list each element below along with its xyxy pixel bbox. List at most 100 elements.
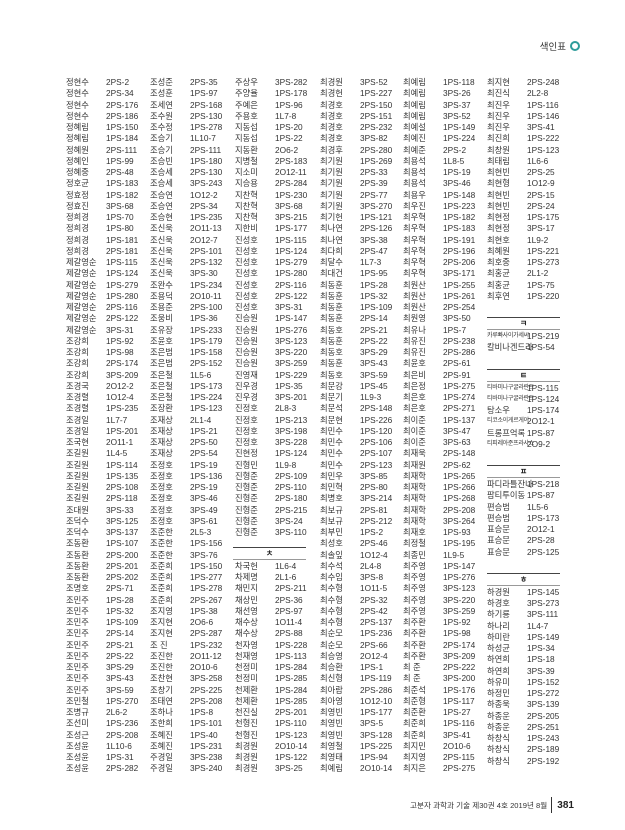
abstract-code: 2PS-284 (275, 178, 308, 189)
index-entry: 최솔잎 1O12-4 (320, 550, 404, 561)
abstract-code: 2O12-1 (527, 524, 555, 534)
author-name: 팜티투이동 (487, 490, 526, 501)
index-entry: 최순모 1PS-236 (320, 628, 404, 639)
abstract-code: 2PS-106 (360, 437, 393, 447)
author-name: 최예준 (403, 144, 426, 155)
abstract-code: 2PS-14 (360, 313, 388, 324)
index-entry: 조민주 3PS-43 (66, 673, 150, 684)
author-name: 조혜진 (150, 740, 173, 751)
index-entry: 진승원 3PS-123 (235, 336, 319, 347)
index-entry: 최수형 1O11-5 (320, 583, 404, 594)
abstract-code: 2PS-208 (443, 504, 476, 515)
abstract-code: 2O12-4 (360, 650, 388, 661)
abstract-code: 2O9-2 (527, 438, 551, 449)
abstract-code: 3PS-39 (527, 665, 555, 676)
author-name: 최영빈 (320, 707, 343, 717)
index-entry: 최재호 1PS-93 (403, 527, 487, 538)
author-name: 조강희 (66, 347, 89, 357)
abstract-code: 1L6-6 (527, 155, 549, 166)
index-entry: 최유나 1PS-7 (403, 325, 487, 336)
abstract-code: 2PS-271 (443, 403, 476, 414)
index-entry: 차국헌 1L6-4 (235, 561, 319, 572)
index-entry: 최나연 3PS-38 (320, 235, 404, 246)
abstract-code: 1PS-113 (275, 650, 307, 661)
author-name: 최주영 (403, 594, 426, 605)
author-name: 최보규 (320, 515, 343, 526)
abstract-code: 2PS-176 (106, 99, 139, 110)
abstract-code: 3PS-46 (190, 493, 218, 504)
index-entry: 최 준 2PS-222 (403, 662, 487, 673)
author-name: 최용석 (403, 178, 426, 189)
abstract-code: 2PS-275 (443, 763, 476, 774)
author-name: 조민주 (66, 673, 89, 684)
abstract-code: 2PS-25 (527, 167, 555, 177)
abstract-code: 3PS-41 (527, 122, 555, 132)
index-entry: 정효정 1PS-182 (66, 190, 150, 201)
author-name: 최나연 (320, 223, 343, 234)
index-entry: 티피레아준프라사스 2O9-2 (487, 439, 571, 450)
author-name: 최경원 (235, 740, 258, 751)
author-name: 조성윤 (66, 740, 89, 751)
author-name: 최현빈 (487, 200, 510, 211)
author-name: 최기헌 (320, 212, 343, 222)
abstract-code: 2PS-122 (275, 290, 308, 301)
index-entry: 최주영 1PS-276 (403, 572, 487, 583)
abstract-code: 1PS-174 (527, 405, 560, 415)
index-entry: 최재학 3PS-264 (403, 516, 487, 527)
author-name: 진영재 (235, 369, 258, 380)
index-entry: 최원산 1PS-261 (403, 291, 487, 302)
abstract-code: 1PS-119 (360, 673, 392, 684)
index-entry: 조진한 2O10-6 (150, 662, 234, 673)
author-name: 천진실 (235, 707, 258, 717)
author-name: 최동호 (320, 324, 343, 335)
author-name: 탕소우 (487, 405, 510, 415)
abstract-code: 1PS-280 (106, 290, 139, 301)
index-entry: 조은철 1L5-6 (150, 370, 234, 381)
author-name: 최보규 (320, 504, 343, 515)
index-entry: 최주환 3PS-209 (403, 651, 487, 662)
abstract-code: 1PS-219 (527, 331, 560, 341)
author-name: 하창식 (487, 733, 510, 743)
index-entry: 최준희 3PS-41 (403, 730, 487, 741)
index-entry: 조민주 1PS-28 (66, 595, 150, 606)
author-name: 조은철 (150, 369, 173, 380)
index-entry: 조수정 1PS-278 (150, 122, 234, 133)
page-number: 381 (557, 799, 574, 811)
abstract-code: 3PS-52 (443, 110, 471, 121)
author-name: 최경후 (320, 144, 343, 155)
abstract-code: 2L1-2 (527, 268, 549, 279)
index-entry: 조경국 2O12-2 (66, 381, 150, 392)
index-entry: 편승범 1L5-6 (487, 502, 571, 513)
index-entry: 최지민 2O10-6 (403, 741, 487, 752)
index-entry: 조재상 2PS-50 (150, 437, 234, 448)
index-entry: 조신욱 2O12-7 (150, 235, 234, 246)
author-name: 최호중 (487, 257, 510, 267)
index-entry: 최기원 1PS-269 (320, 156, 404, 167)
author-name: 조경일 (66, 414, 89, 425)
index-entry: 지찬혁 3PS-215 (235, 212, 319, 223)
index-entry: 천정미 1PS-284 (235, 662, 319, 673)
author-name: 조승세 (150, 167, 173, 177)
author-name: 조경렬 (66, 403, 89, 414)
author-name: 최현정 (487, 212, 510, 222)
index-entry: 최재원 2PS-62 (403, 460, 487, 471)
abstract-code: 3PS-52 (360, 77, 388, 87)
index-entry: 조혜진 1PS-40 (150, 730, 234, 741)
author-name: 최원영 (403, 313, 426, 324)
abstract-code: 1PS-277 (190, 572, 223, 582)
author-name: 조승빈 (150, 155, 173, 166)
index-entry: 최은호 1PS-274 (403, 392, 487, 403)
author-name: 최문강 (320, 380, 343, 391)
author-name: 최유진 (403, 335, 426, 346)
index-entry: 최대건 1PS-95 (320, 268, 404, 279)
author-name: 채수상 (235, 617, 258, 627)
abstract-code: 1PS-54 (527, 342, 555, 353)
index-entry: 최예림 3PS-26 (403, 88, 487, 99)
abstract-code: 1PS-276 (275, 324, 308, 335)
author-name: 천정미 (235, 662, 258, 672)
index-entry: 최달수 1L7-3 (320, 257, 404, 268)
abstract-code: 3PS-209 (443, 650, 476, 661)
index-entry: 하창식 2PS-192 (487, 756, 571, 767)
abstract-code: 1PS-94 (360, 752, 388, 762)
author-name: 최재학 (403, 470, 426, 481)
